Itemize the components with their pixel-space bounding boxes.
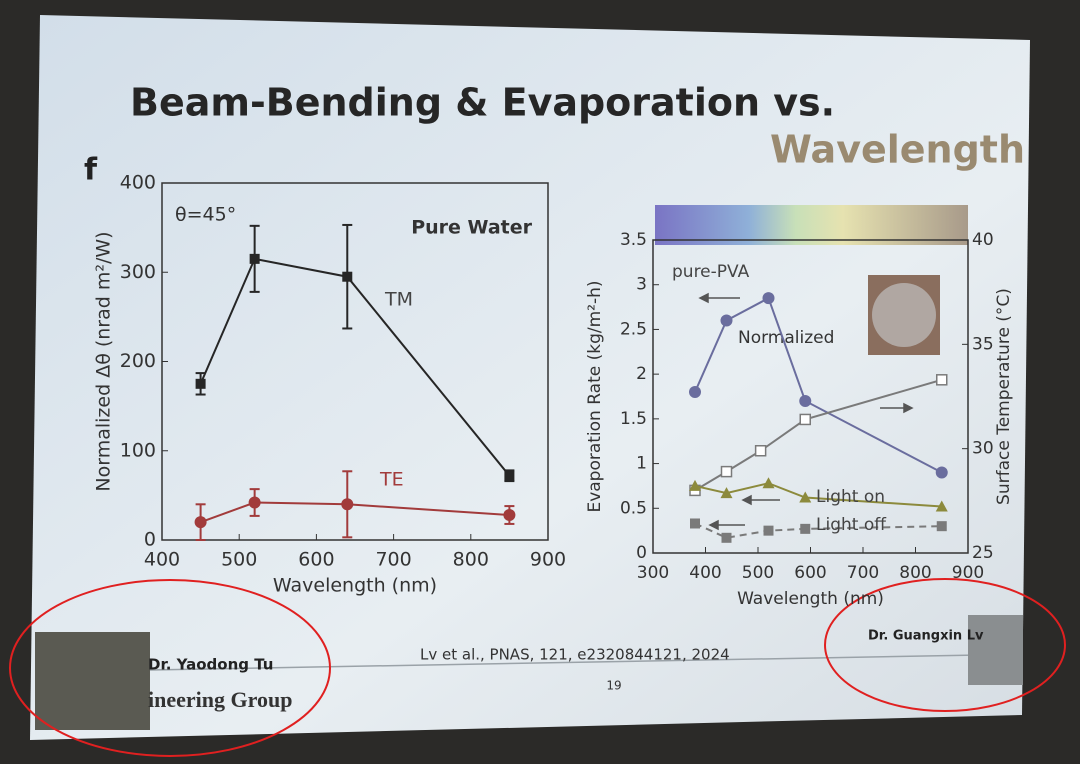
presenter-left: Dr. Yaodong Tu — [148, 656, 274, 674]
y-tick-label: 0 — [636, 543, 647, 563]
series-label: TE — [379, 469, 404, 491]
arrows — [698, 292, 914, 531]
x-tick-label: 700 — [847, 563, 879, 583]
y-axis-label: Normalized Δθ (nrad m²/W) — [93, 231, 115, 491]
point — [762, 477, 775, 489]
x-tick-label: 500 — [742, 563, 774, 583]
charts: 400 500 600 700 800 9000100200300400Wavelengt… — [84, 153, 1014, 610]
point — [721, 532, 732, 543]
point — [799, 491, 812, 503]
y-tick-label: 3 — [636, 275, 647, 295]
y2-tick-label: 35 — [972, 334, 994, 354]
x-axis-label: Wavelength (nm) — [273, 575, 437, 597]
point — [689, 479, 701, 491]
slide-title-highlight: Wavelength — [770, 128, 1025, 172]
y2-axis-label: Surface Temperature (°C) — [994, 288, 1014, 505]
y2-tick-label: 25 — [972, 543, 994, 563]
point — [720, 314, 733, 327]
point — [762, 292, 775, 305]
annotation: Normalized — [738, 328, 834, 348]
series-line — [199, 257, 511, 477]
annotation: θ=45° — [175, 204, 236, 226]
panel-label: f — [84, 153, 98, 188]
point — [504, 470, 515, 481]
x-tick-label: 900 — [952, 563, 984, 583]
point — [195, 378, 206, 389]
citation: Lv et al., PNAS, 121, e2320844121, 2024 — [420, 646, 730, 664]
point — [341, 498, 354, 511]
x-tick-label: 900 — [530, 549, 566, 571]
point — [799, 413, 811, 426]
red-annotation — [9, 579, 331, 757]
point — [503, 509, 516, 522]
x-axis-label: Wavelength (nm) — [737, 589, 884, 609]
y-tick-label: 400 — [120, 172, 156, 194]
y2-tick-label: 40 — [972, 230, 994, 250]
slide-title: Beam-Bending & Evaporation vs. — [130, 81, 835, 125]
y-tick-label: 2.5 — [620, 319, 647, 339]
x-tick-label: 700 — [375, 549, 411, 571]
point — [720, 487, 733, 499]
y-tick-label: 2 — [636, 364, 647, 384]
point — [936, 374, 948, 386]
point — [689, 386, 701, 399]
x-tick-label: 600 — [794, 563, 826, 583]
footer-text: ineering Group — [148, 687, 292, 712]
point — [342, 271, 353, 282]
point — [936, 521, 947, 532]
y-tick-label: 1 — [636, 454, 647, 474]
page-number: 19 — [606, 679, 621, 693]
point — [935, 500, 948, 512]
y-tick-label: 1.5 — [620, 409, 647, 429]
y-tick-label: 3.5 — [620, 230, 647, 250]
slide — [30, 15, 1030, 740]
x-tick-label: 800 — [899, 563, 931, 583]
point — [763, 525, 774, 536]
x-tick-label: 600 — [298, 549, 334, 571]
y2-tick-label: 30 — [972, 439, 994, 459]
point — [799, 394, 812, 407]
point — [754, 445, 767, 457]
x-tick-label: 400 — [689, 563, 721, 583]
sample-disc — [872, 283, 936, 347]
spectrum-bar — [655, 205, 968, 245]
point — [248, 496, 261, 509]
video-tile-left — [35, 632, 150, 730]
series-line — [200, 501, 510, 524]
point — [720, 465, 733, 478]
x-tick-label: 400 — [144, 549, 180, 571]
x-tick-label: 500 — [221, 549, 257, 571]
annotation: Pure Water — [411, 217, 532, 239]
y-tick-label: 0.5 — [620, 498, 647, 518]
series-label: Light on — [816, 487, 885, 507]
red-annotation — [824, 578, 1066, 712]
series-label: pure-PVA — [672, 262, 750, 282]
series-label: TM — [384, 289, 413, 311]
video-tile-right — [968, 615, 1023, 685]
y-tick-label: 300 — [120, 261, 156, 283]
footer-rule — [149, 654, 981, 671]
y-axis-label: Evaporation Rate (kg/m²-h) — [585, 280, 605, 512]
y-tick-label: 200 — [120, 350, 156, 372]
y-tick-label: 100 — [120, 439, 156, 461]
point — [690, 518, 700, 529]
point — [194, 516, 207, 529]
y-tick-label: 0 — [144, 529, 156, 551]
x-tick-label: 800 — [453, 549, 489, 571]
x-tick-label: 300 — [637, 563, 669, 583]
point — [249, 253, 260, 264]
series-label: Light off — [816, 515, 887, 535]
presenter-right: Dr. Guangxin Lv — [868, 629, 984, 644]
point — [935, 466, 948, 479]
point — [800, 523, 811, 534]
